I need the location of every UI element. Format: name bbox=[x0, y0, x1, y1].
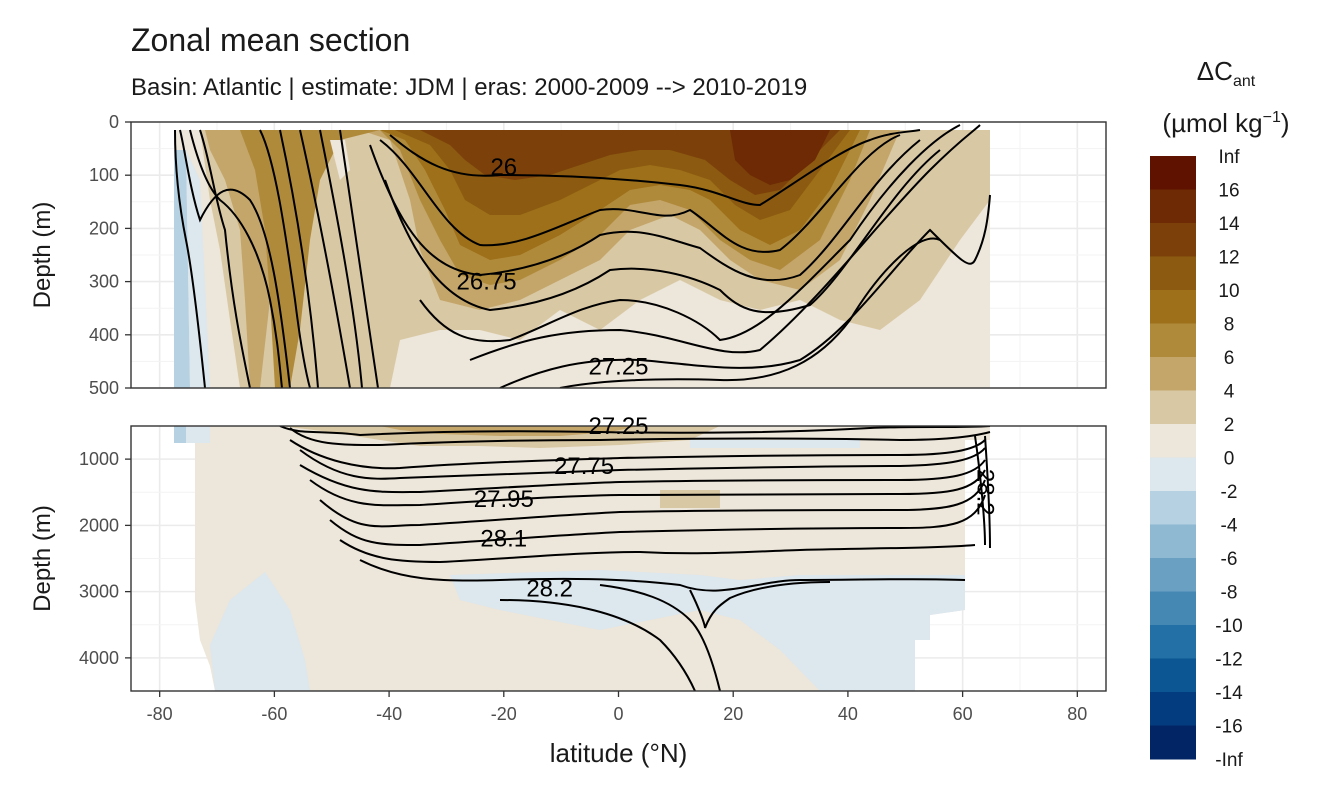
y-tick-label: 3000 bbox=[79, 582, 119, 602]
legend-swatch bbox=[1150, 256, 1196, 291]
legend-swatch bbox=[1150, 156, 1196, 190]
y-tick-label: 2000 bbox=[79, 515, 119, 535]
legend-label: Inf bbox=[1218, 147, 1240, 168]
x-tick-label: 60 bbox=[953, 704, 973, 724]
contour-label: 27.95 bbox=[474, 486, 534, 513]
legend-label: 0 bbox=[1224, 449, 1235, 470]
legend-label: 16 bbox=[1218, 181, 1239, 202]
legend-swatch bbox=[1150, 658, 1196, 693]
legend-label: 2 bbox=[1224, 415, 1235, 436]
legend-swatch bbox=[1150, 491, 1196, 525]
x-axis-label: latitude (°N) bbox=[550, 738, 688, 768]
y-tick-label: 400 bbox=[89, 325, 119, 345]
contour-label: 27.25 bbox=[588, 354, 648, 381]
legend-swatch bbox=[1150, 625, 1196, 659]
legend-swatch bbox=[1150, 524, 1196, 559]
isopycnal-contours bbox=[174, 124, 991, 691]
legend-label: 8 bbox=[1224, 315, 1235, 336]
legend-label: 14 bbox=[1218, 214, 1240, 235]
y-tick-label: 300 bbox=[89, 272, 119, 292]
y-tick-label: 200 bbox=[89, 218, 119, 238]
legend-label: -16 bbox=[1215, 717, 1242, 738]
legend-label: 10 bbox=[1218, 281, 1239, 302]
legend-swatch bbox=[1150, 558, 1196, 592]
upper-panel-border bbox=[130, 121, 1107, 389]
chart-title: Zonal mean section bbox=[131, 22, 411, 58]
y-axis-label: Depth (m) bbox=[29, 505, 56, 612]
legend-label: -4 bbox=[1221, 516, 1238, 537]
x-tick-label: -40 bbox=[376, 704, 402, 724]
legend-label: 12 bbox=[1218, 248, 1239, 269]
contour-label: 27.75 bbox=[554, 453, 614, 480]
legend-label: -10 bbox=[1215, 616, 1242, 637]
legend-label: 4 bbox=[1224, 382, 1235, 403]
chart-subtitle: Basin: Atlantic | estimate: JDM | eras: … bbox=[131, 74, 808, 101]
y-axis-label: Depth (m) bbox=[29, 202, 56, 309]
contour-label: 28.1 bbox=[480, 526, 527, 553]
upper-panel-field bbox=[174, 130, 990, 388]
y-tick-label: 4000 bbox=[79, 648, 119, 668]
contour-labels: 26 26.75 27.25 27.25 27.75 27.95 28.1 28.2 28.2 bbox=[457, 154, 999, 602]
x-tick-label: 40 bbox=[838, 704, 858, 724]
legend-swatch bbox=[1150, 290, 1196, 324]
contour-label: 26 bbox=[490, 154, 517, 181]
legend-swatch bbox=[1150, 591, 1196, 626]
legend-swatch bbox=[1150, 692, 1196, 726]
contour-label: 27.25 bbox=[588, 413, 648, 440]
legend-swatch bbox=[1150, 323, 1196, 358]
legend-label: -8 bbox=[1221, 583, 1238, 604]
legend-swatch bbox=[1150, 457, 1196, 492]
legend-label: -12 bbox=[1215, 650, 1242, 671]
legend-title: ΔCant bbox=[1197, 56, 1256, 90]
legend-label: -6 bbox=[1221, 549, 1238, 570]
legend-label: -14 bbox=[1215, 683, 1243, 704]
y-tick-label: 1000 bbox=[79, 449, 119, 469]
x-tick-label: -20 bbox=[491, 704, 517, 724]
contour-label: 26.75 bbox=[457, 269, 517, 296]
legend-swatch bbox=[1150, 223, 1196, 257]
x-tick-label: -80 bbox=[147, 704, 173, 724]
legend-label: -2 bbox=[1221, 482, 1238, 503]
x-tick-label: 20 bbox=[723, 704, 743, 724]
legend-label: 6 bbox=[1224, 348, 1235, 369]
legend-swatch bbox=[1150, 390, 1196, 425]
y-tick-label: 0 bbox=[109, 112, 119, 132]
legend-swatch bbox=[1150, 189, 1196, 224]
legend-swatch bbox=[1150, 357, 1196, 391]
y-tick-label: 100 bbox=[89, 165, 119, 185]
contour-label: 28.2 bbox=[972, 469, 999, 516]
x-tick-label: 80 bbox=[1067, 704, 1087, 724]
legend-swatch bbox=[1150, 725, 1196, 760]
legend-unit: (µmol kg−1) bbox=[1162, 108, 1289, 138]
legend-swatch bbox=[1150, 424, 1196, 458]
y-tick-label: 500 bbox=[89, 378, 119, 398]
axes: -80 -60 -40 -20 0 20 40 60 80 0 100 200 300 400 500 Dep… bbox=[29, 112, 1087, 768]
legend-label: -Inf bbox=[1215, 750, 1243, 771]
contour-label: 28.2 bbox=[526, 575, 573, 602]
x-tick-label: -60 bbox=[261, 704, 287, 724]
x-tick-label: 0 bbox=[613, 704, 623, 724]
color-legend: ΔCant (µmol kg−1) Inf 16 14 12 10 8 6 4 2 0 -2 -4 -6 -8… bbox=[1150, 56, 1290, 771]
